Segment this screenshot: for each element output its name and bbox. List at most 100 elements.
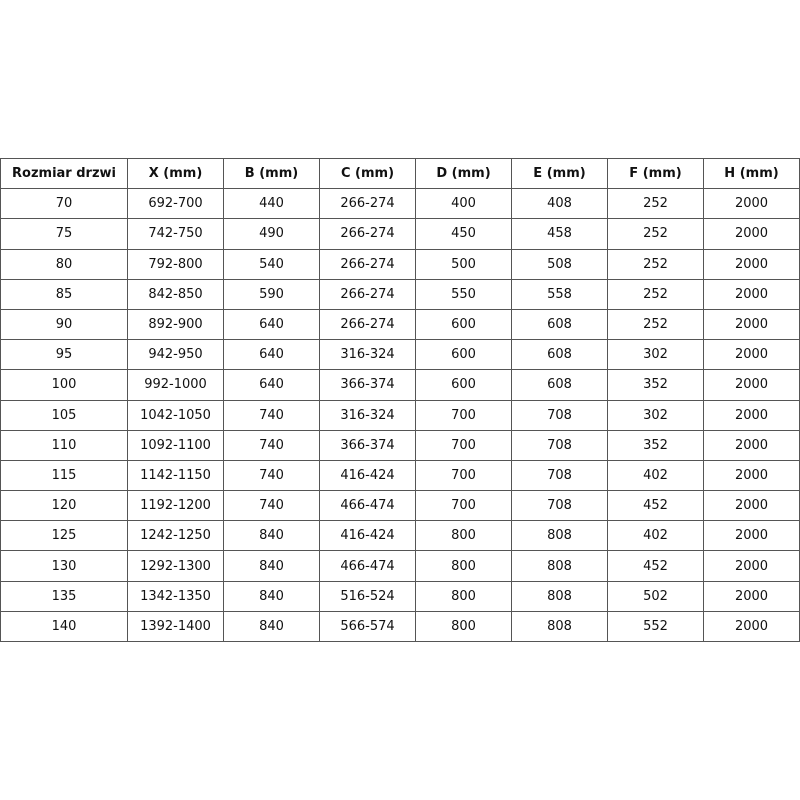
table-cell: 942-950 — [127, 339, 224, 371]
table-cell: 1342-1350 — [127, 580, 224, 612]
header-row: Rozmiar drzwi X (mm) B (mm) C (mm) D (mm) E (… — [0, 157, 800, 190]
table-cell: 1392-1400 — [127, 610, 224, 643]
table-cell: 800 — [415, 520, 512, 552]
column-header: E (mm) — [511, 157, 608, 190]
table-cell: 558 — [511, 278, 608, 310]
table-cell: 1292-1300 — [127, 550, 224, 582]
table-row: 110 1092-1100 740 366-374 700 708 352 2000 — [0, 429, 800, 461]
table-cell: 366-374 — [319, 429, 416, 461]
table-cell: 266-274 — [319, 218, 416, 250]
column-header: C (mm) — [319, 157, 416, 190]
table-cell: 1042-1050 — [127, 399, 224, 431]
table-row: 105 1042-1050 740 316-324 700 708 302 2000 — [0, 399, 800, 431]
table-cell: 490 — [223, 218, 320, 250]
table-cell: 742-750 — [127, 218, 224, 250]
table-cell: 808 — [511, 520, 608, 552]
table-cell: 1192-1200 — [127, 490, 224, 522]
table-cell: 266-274 — [319, 188, 416, 220]
table-cell: 266-274 — [319, 278, 416, 310]
table-cell: 708 — [511, 490, 608, 522]
table-cell: 1092-1100 — [127, 429, 224, 461]
table-row: 120 1192-1200 740 466-474 700 708 452 2000 — [0, 490, 800, 522]
table-cell: 550 — [415, 278, 512, 310]
table-cell: 840 — [223, 550, 320, 582]
table-cell: 466-474 — [319, 550, 416, 582]
table-cell: 992-1000 — [127, 369, 224, 401]
table-cell: 516-524 — [319, 580, 416, 612]
table-row: 85 842-850 590 266-274 550 558 252 2000 — [0, 278, 800, 310]
table-cell: 640 — [223, 339, 320, 371]
table-row: 130 1292-1300 840 466-474 800 808 452 2000 — [0, 550, 800, 582]
table-cell: 450 — [415, 218, 512, 250]
table-cell: 2000 — [703, 459, 800, 492]
table-cell: 2000 — [703, 580, 800, 612]
table-cell: 266-274 — [319, 308, 416, 341]
table-cell: 440 — [223, 188, 320, 220]
table-row: 125 1242-1250 840 416-424 800 808 402 2000 — [0, 520, 800, 552]
table-cell: 692-700 — [127, 188, 224, 220]
table-cell: 2000 — [703, 399, 800, 431]
table-cell: 2000 — [703, 520, 800, 552]
table-cell: 352 — [607, 429, 704, 461]
table-cell: 540 — [223, 248, 320, 280]
table-cell: 466-474 — [319, 490, 416, 522]
table-cell: 2000 — [703, 248, 800, 280]
table-cell: 2000 — [703, 218, 800, 250]
column-header: B (mm) — [223, 157, 320, 190]
table-cell: 608 — [511, 339, 608, 371]
dimensions-table: Rozmiar drzwi X (mm) B (mm) C (mm) D (mm) E (… — [0, 157, 800, 643]
table-cell: 792-800 — [127, 248, 224, 280]
table-cell: 2000 — [703, 610, 800, 643]
table-cell: 402 — [607, 459, 704, 492]
table-cell: 416-424 — [319, 520, 416, 552]
table-cell: 708 — [511, 429, 608, 461]
table-row: 75 742-750 490 266-274 450 458 252 2000 — [0, 218, 800, 250]
table-cell: 600 — [415, 369, 512, 401]
table-cell: 892-900 — [127, 308, 224, 341]
table-cell: 842-850 — [127, 278, 224, 310]
table-cell: 566-574 — [319, 610, 416, 643]
table-cell: 700 — [415, 429, 512, 461]
table-cell: 366-374 — [319, 369, 416, 401]
column-header: Rozmiar drzwi — [0, 157, 128, 190]
table-cell: 135 — [0, 580, 128, 612]
table-cell: 808 — [511, 550, 608, 582]
column-header: H (mm) — [703, 157, 800, 190]
table-cell: 416-424 — [319, 459, 416, 492]
table-cell: 90 — [0, 308, 128, 341]
table-cell: 800 — [415, 550, 512, 582]
table-row: 135 1342-1350 840 516-524 800 808 502 2000 — [0, 580, 800, 612]
table-cell: 840 — [223, 580, 320, 612]
table-cell: 808 — [511, 580, 608, 612]
table-cell: 1142-1150 — [127, 459, 224, 492]
table-cell: 70 — [0, 188, 128, 220]
table-cell: 100 — [0, 369, 128, 401]
table-cell: 110 — [0, 429, 128, 461]
table-cell: 590 — [223, 278, 320, 310]
table-cell: 105 — [0, 399, 128, 431]
table-cell: 500 — [415, 248, 512, 280]
table-cell: 408 — [511, 188, 608, 220]
table-cell: 608 — [511, 369, 608, 401]
column-header: D (mm) — [415, 157, 512, 190]
table-cell: 740 — [223, 490, 320, 522]
table-cell: 700 — [415, 399, 512, 431]
table-cell: 402 — [607, 520, 704, 552]
table-cell: 266-274 — [319, 248, 416, 280]
table-cell: 75 — [0, 218, 128, 250]
table-row: 115 1142-1150 740 416-424 700 708 402 2000 — [0, 459, 800, 492]
table-cell: 808 — [511, 610, 608, 643]
table-cell: 502 — [607, 580, 704, 612]
table-cell: 316-324 — [319, 399, 416, 431]
table-cell: 80 — [0, 248, 128, 280]
table-cell: 252 — [607, 308, 704, 341]
table-cell: 452 — [607, 550, 704, 582]
table-row: 70 692-700 440 266-274 400 408 252 2000 — [0, 188, 800, 220]
table-row: 90 892-900 640 266-274 600 608 252 2000 — [0, 308, 800, 341]
table-cell: 252 — [607, 278, 704, 310]
table-cell: 352 — [607, 369, 704, 401]
table-cell: 252 — [607, 218, 704, 250]
table-cell: 2000 — [703, 429, 800, 461]
table-cell: 1242-1250 — [127, 520, 224, 552]
table-cell: 140 — [0, 610, 128, 643]
